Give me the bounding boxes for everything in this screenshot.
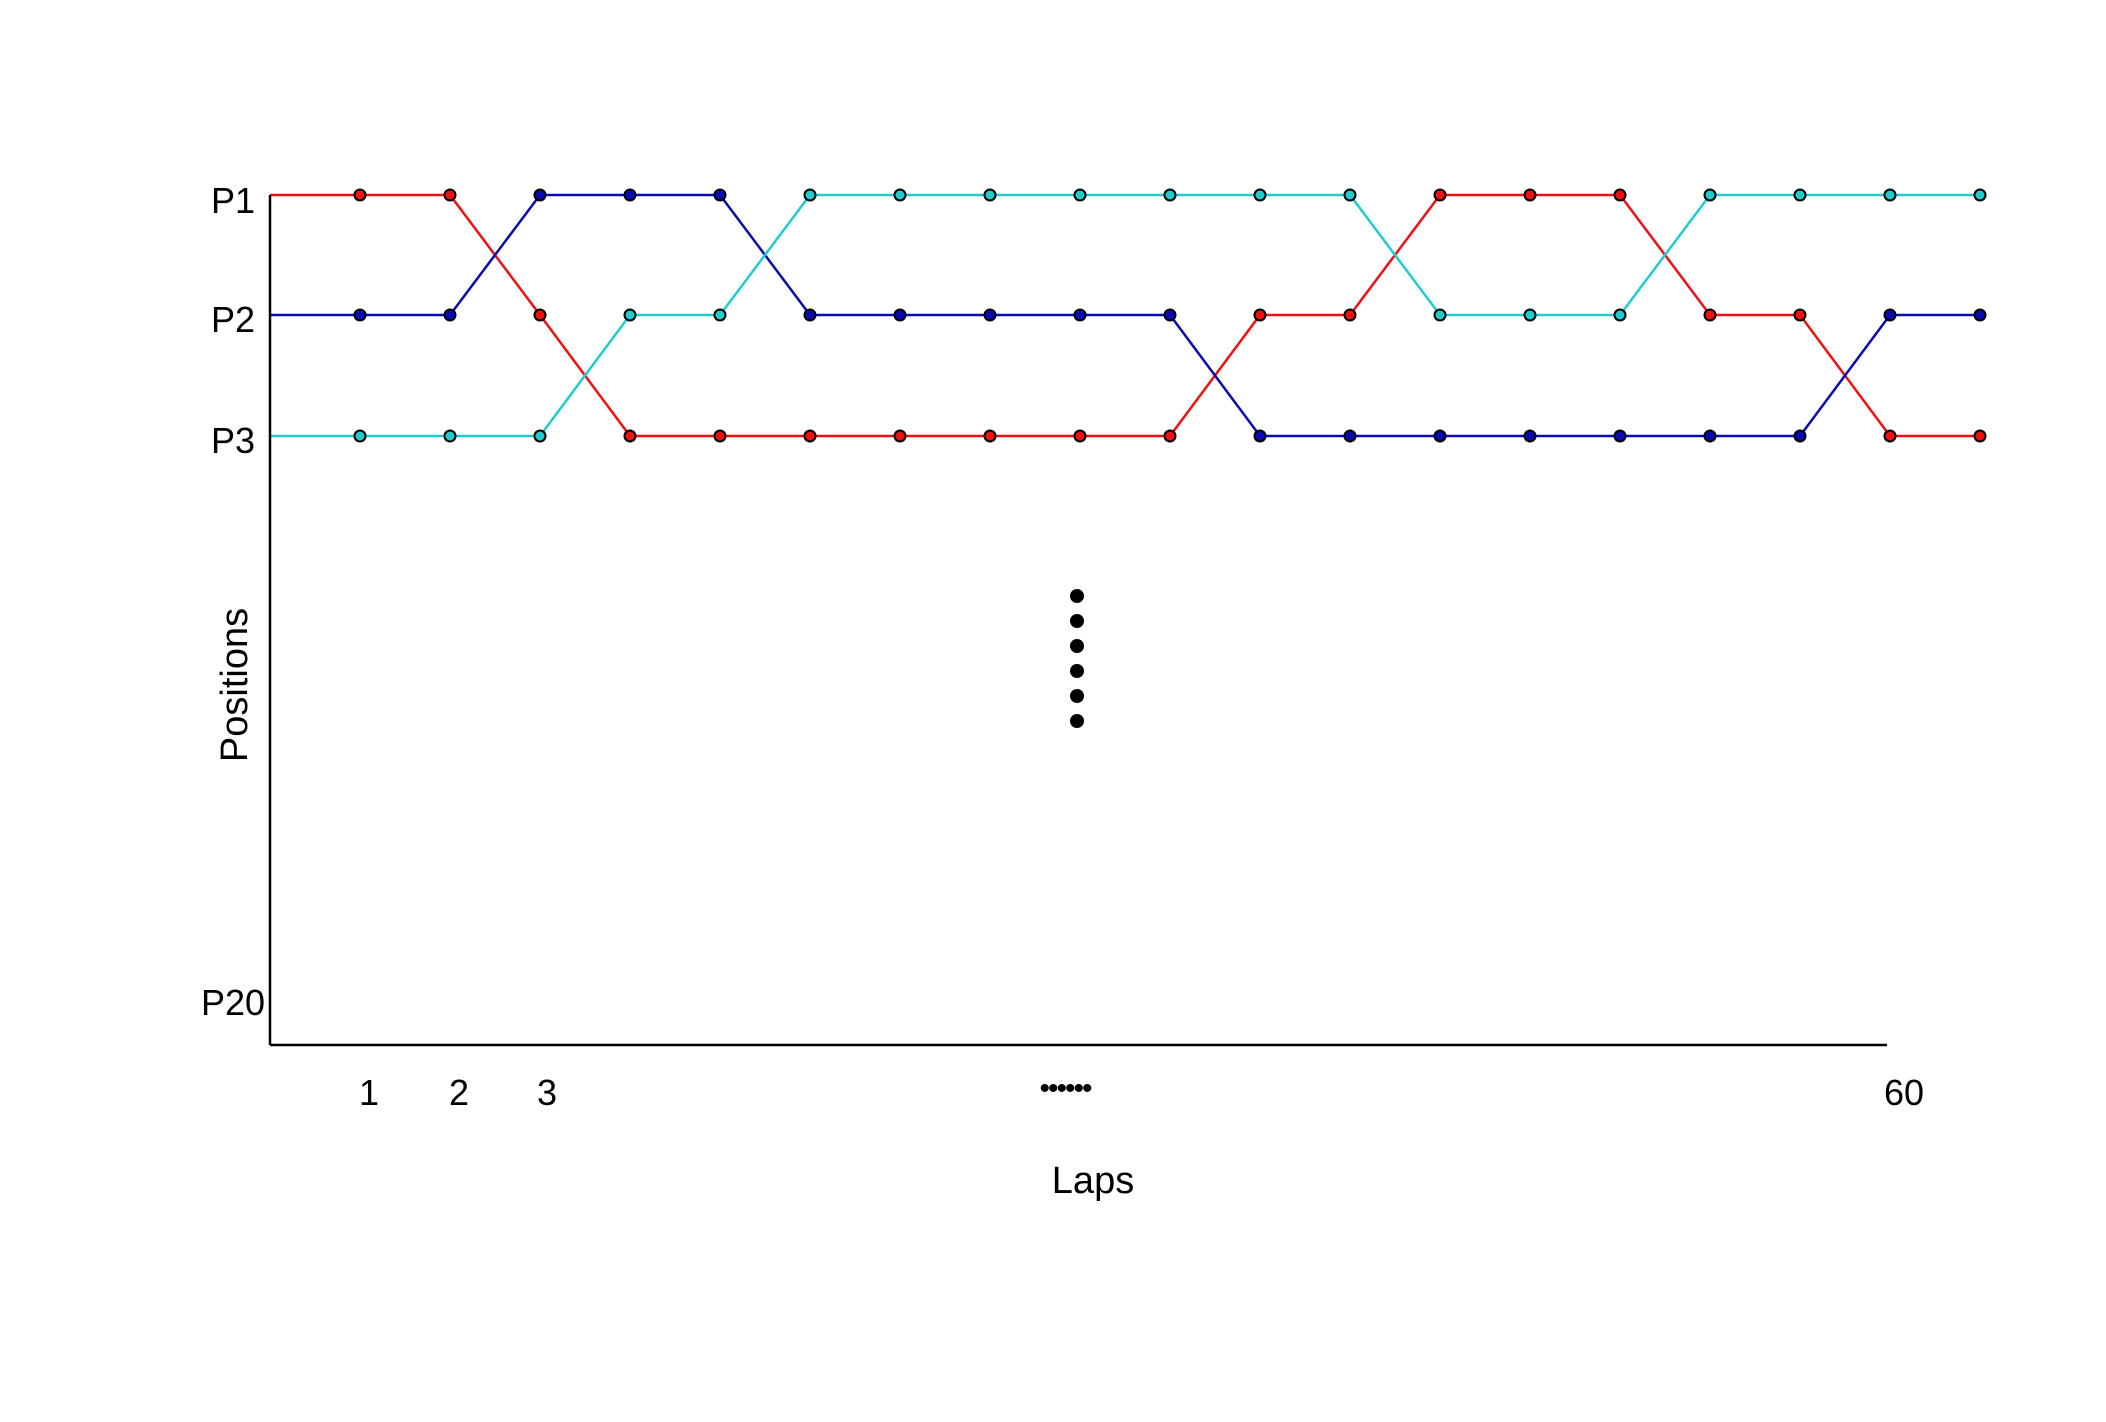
data-point-s2-6 [803,188,817,202]
data-point-s2-16 [1703,188,1717,202]
data-point-s1-6 [803,308,817,322]
y-axis-label: Positions [214,608,256,762]
x-tick-label-ellipsis: •••••• [1039,1072,1092,1105]
data-point-s0-3 [533,308,547,322]
data-point-s1-14 [1523,429,1537,443]
data-point-s0-12 [1343,308,1357,322]
data-point-s1-10 [1163,308,1177,322]
y-tick-label-p2: P2 [211,299,255,340]
y-tick-label-p1: P1 [211,180,255,221]
data-point-s0-17 [1793,308,1807,322]
data-point-s1-9 [1073,308,1087,322]
data-point-s1-8 [983,308,997,322]
series-layer [270,193,1980,438]
data-point-s0-8 [983,429,997,443]
data-point-s0-11 [1253,308,1267,322]
data-point-s0-15 [1613,188,1627,202]
data-point-s0-9 [1073,429,1087,443]
data-point-s2-3 [533,429,547,443]
data-point-s2-18 [1883,188,1897,202]
data-point-s2-1 [353,429,367,443]
vertical-ellipsis [1070,589,1084,728]
ellipsis-dot-2 [1070,639,1084,653]
data-point-s2-4 [623,308,637,322]
data-point-s2-11 [1253,188,1267,202]
data-point-s0-10 [1163,429,1177,443]
data-point-s2-2 [443,429,457,443]
data-point-s2-9 [1073,188,1087,202]
x-axis-label: Laps [1052,1160,1134,1202]
data-point-s2-8 [983,188,997,202]
data-point-s2-17 [1793,188,1807,202]
y-tick-label-p3: P3 [211,420,255,461]
data-point-s0-1 [353,188,367,202]
ellipsis-dot-5 [1070,714,1084,728]
series-line-2 [270,193,1980,438]
data-point-s1-12 [1343,429,1357,443]
data-point-s1-5 [713,188,727,202]
data-point-s0-14 [1523,188,1537,202]
data-point-s0-7 [893,429,907,443]
data-point-s2-19 [1973,188,1987,202]
y-tick-label-p20: P20 [201,982,265,1023]
data-point-s1-19 [1973,308,1987,322]
data-point-s1-13 [1433,429,1447,443]
data-point-s1-2 [443,308,457,322]
data-point-s2-15 [1613,308,1627,322]
data-point-s2-7 [893,188,907,202]
data-point-s1-7 [893,308,907,322]
data-point-s2-12 [1343,188,1357,202]
x-tick-label-2: 2 [449,1072,469,1113]
data-point-s1-11 [1253,429,1267,443]
data-point-s1-15 [1613,429,1627,443]
data-point-s0-16 [1703,308,1717,322]
data-point-s2-10 [1163,188,1177,202]
ellipsis-dot-1 [1070,614,1084,628]
x-tick-label-1: 1 [359,1072,379,1113]
data-point-s1-16 [1703,429,1717,443]
data-point-s2-5 [713,308,727,322]
data-point-s0-6 [803,429,817,443]
data-point-s1-3 [533,188,547,202]
data-point-s0-19 [1973,429,1987,443]
data-point-s1-4 [623,188,637,202]
data-point-s1-18 [1883,308,1897,322]
data-point-s0-13 [1433,188,1447,202]
data-point-s0-18 [1883,429,1897,443]
data-point-s0-4 [623,429,637,443]
ellipsis-dot-3 [1070,664,1084,678]
series-line-0 [270,193,1980,438]
data-point-s2-13 [1433,308,1447,322]
x-tick-label-3: 3 [537,1072,557,1113]
data-point-s0-5 [713,429,727,443]
ellipsis-dot-0 [1070,589,1084,603]
data-point-s0-2 [443,188,457,202]
series-line-1 [270,193,1980,438]
x-tick-label-60: 60 [1884,1072,1924,1113]
data-point-s2-14 [1523,308,1537,322]
ellipsis-dot-4 [1070,689,1084,703]
data-point-s1-17 [1793,429,1807,443]
data-point-s1-1 [353,308,367,322]
marker-layer [353,188,1987,443]
